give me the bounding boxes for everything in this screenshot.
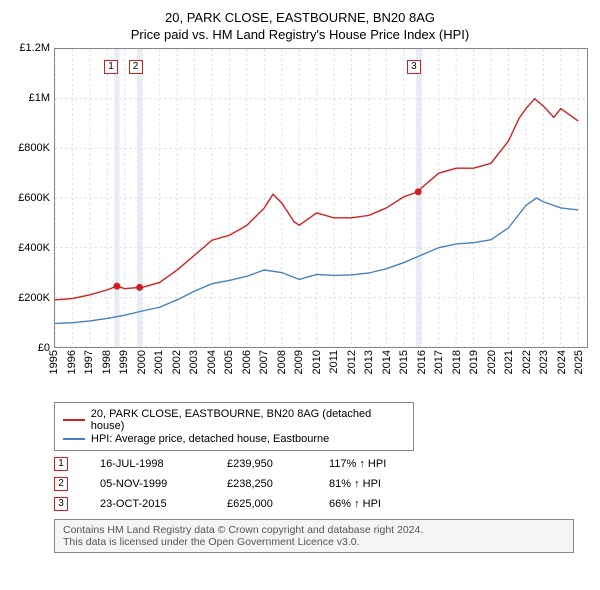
x-axis-tick-label: 2023 bbox=[538, 350, 550, 374]
footer-line-2: This data is licensed under the Open Gov… bbox=[63, 536, 565, 548]
x-axis-tick-label: 2004 bbox=[206, 350, 218, 374]
x-axis-tick-label: 2015 bbox=[398, 350, 410, 374]
x-axis-tick-label: 2024 bbox=[556, 350, 568, 374]
legend-row: HPI: Average price, detached house, East… bbox=[63, 433, 405, 445]
x-axis-tick-label: 1995 bbox=[48, 350, 60, 374]
sale-marker-label: 2 bbox=[129, 60, 143, 74]
sale-marker-dot bbox=[113, 283, 120, 290]
x-axis-tick-label: 1997 bbox=[83, 350, 95, 374]
x-axis-tick-label: 2009 bbox=[293, 350, 305, 374]
x-axis-tick-label: 2003 bbox=[188, 350, 200, 374]
title-line-1: 20, PARK CLOSE, EASTBOURNE, BN20 8AG bbox=[12, 10, 588, 25]
legend-label: HPI: Average price, detached house, East… bbox=[91, 433, 329, 445]
sale-row-marker: 2 bbox=[54, 477, 68, 491]
x-axis-tick-label: 2008 bbox=[276, 350, 288, 374]
sale-pct-vs-hpi: 81% ↑ HPI bbox=[329, 478, 419, 490]
sale-price: £239,950 bbox=[227, 458, 297, 470]
legend-color-swatch bbox=[63, 419, 85, 421]
legend-box: 20, PARK CLOSE, EASTBOURNE, BN20 8AG (de… bbox=[54, 402, 414, 451]
x-axis-tick-label: 2012 bbox=[346, 350, 358, 374]
footer-attribution: Contains HM Land Registry data © Crown c… bbox=[54, 519, 574, 553]
sale-price: £625,000 bbox=[227, 498, 297, 510]
sales-table-row: 3 23-OCT-2015 £625,000 66% ↑ HPI bbox=[54, 497, 588, 511]
x-axis-tick-label: 2020 bbox=[486, 350, 498, 374]
x-axis-tick-label: 2011 bbox=[328, 350, 340, 374]
x-axis-tick-label: 2021 bbox=[503, 350, 515, 374]
y-axis-tick-label: £1M bbox=[10, 92, 50, 104]
x-axis-tick-label: 2017 bbox=[433, 350, 445, 374]
chart-title-block: 20, PARK CLOSE, EASTBOURNE, BN20 8AG Pri… bbox=[12, 10, 588, 42]
x-axis-labels: 1995199619971998199920002001200220032004… bbox=[54, 350, 588, 398]
sale-marker-label: 1 bbox=[104, 60, 118, 74]
sale-marker-label: 3 bbox=[407, 60, 421, 74]
x-axis-tick-label: 2018 bbox=[451, 350, 463, 374]
x-axis-tick-label: 2016 bbox=[416, 350, 428, 374]
sale-date: 16-JUL-1998 bbox=[100, 458, 195, 470]
x-axis-tick-label: 2010 bbox=[311, 350, 323, 374]
legend-color-swatch bbox=[63, 438, 85, 440]
y-axis-tick-label: £800K bbox=[10, 142, 50, 154]
sales-table: 1 16-JUL-1998 £239,950 117% ↑ HPI 2 05-NOV-19… bbox=[54, 457, 588, 511]
sale-pct-vs-hpi: 66% ↑ HPI bbox=[329, 498, 419, 510]
sale-row-marker: 3 bbox=[54, 497, 68, 511]
x-axis-tick-label: 2019 bbox=[468, 350, 480, 374]
sales-table-row: 2 05-NOV-1999 £238,250 81% ↑ HPI bbox=[54, 477, 588, 491]
y-axis-tick-label: £600K bbox=[10, 192, 50, 204]
y-axis-tick-label: £1.2M bbox=[10, 42, 50, 54]
y-axis-tick-label: £200K bbox=[10, 292, 50, 304]
x-axis-tick-label: 2005 bbox=[223, 350, 235, 374]
sale-marker-dot bbox=[136, 284, 143, 291]
x-axis-tick-label: 2000 bbox=[136, 350, 148, 374]
x-axis-tick-label: 2001 bbox=[153, 350, 165, 374]
x-axis-tick-label: 2002 bbox=[171, 350, 183, 374]
x-axis-tick-label: 2007 bbox=[258, 350, 270, 374]
legend-label: 20, PARK CLOSE, EASTBOURNE, BN20 8AG (de… bbox=[91, 408, 405, 432]
y-axis-labels: £0£200K£400K£600K£800K£1M£1.2M bbox=[12, 48, 54, 348]
plot-region: 12 3 bbox=[54, 48, 588, 348]
x-axis-tick-label: 1998 bbox=[101, 350, 113, 374]
x-axis-tick-label: 2025 bbox=[573, 350, 585, 374]
sale-price: £238,250 bbox=[227, 478, 297, 490]
sale-date: 23-OCT-2015 bbox=[100, 498, 195, 510]
y-axis-tick-label: £0 bbox=[10, 342, 50, 354]
footer-line-1: Contains HM Land Registry data © Crown c… bbox=[63, 524, 565, 536]
sale-row-marker: 1 bbox=[54, 457, 68, 471]
x-axis-tick-label: 1999 bbox=[118, 350, 130, 374]
x-axis-tick-label: 2014 bbox=[381, 350, 393, 374]
y-axis-tick-label: £400K bbox=[10, 242, 50, 254]
chart-area: £0£200K£400K£600K£800K£1M£1.2M 123 19951… bbox=[12, 48, 588, 398]
sale-pct-vs-hpi: 117% ↑ HPI bbox=[329, 458, 419, 470]
legend-row: 20, PARK CLOSE, EASTBOURNE, BN20 8AG (de… bbox=[63, 408, 405, 432]
x-axis-tick-label: 1996 bbox=[66, 350, 78, 374]
series-line-hpi bbox=[55, 198, 578, 323]
line-chart-svg bbox=[55, 49, 587, 347]
title-line-2: Price paid vs. HM Land Registry's House … bbox=[12, 27, 588, 42]
sale-marker-dot bbox=[415, 188, 422, 195]
x-axis-tick-label: 2013 bbox=[363, 350, 375, 374]
sale-date: 05-NOV-1999 bbox=[100, 478, 195, 490]
x-axis-tick-label: 2022 bbox=[521, 350, 533, 374]
sales-table-row: 1 16-JUL-1998 £239,950 117% ↑ HPI bbox=[54, 457, 588, 471]
x-axis-tick-label: 2006 bbox=[241, 350, 253, 374]
